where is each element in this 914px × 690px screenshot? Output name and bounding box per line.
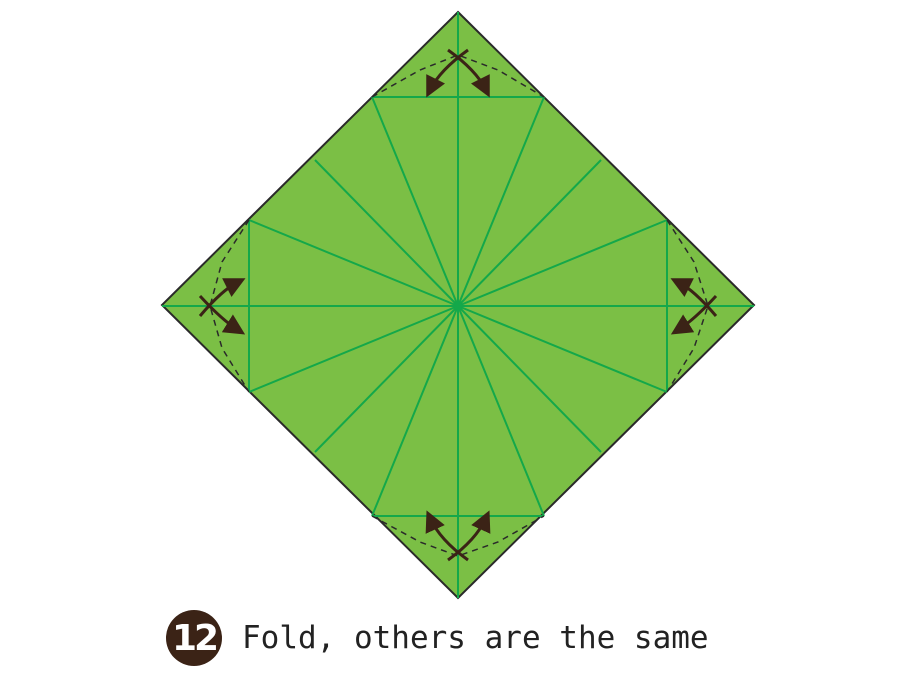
fold-arrow-top-left [426, 48, 469, 98]
fold-arrow-bottom-left [425, 510, 469, 562]
fold-arrow-right-down [670, 294, 718, 335]
fold-arrow-right-up [670, 278, 718, 317]
radial-crease-line [457, 219, 668, 307]
radial-crease-line [457, 159, 602, 307]
fold-arrow-left-up [198, 278, 246, 317]
radial-crease-line [248, 305, 459, 393]
radial-crease-line [457, 96, 545, 307]
radial-crease-line [457, 305, 545, 517]
radial-crease-line [457, 305, 668, 393]
step-number-badge: 12 [166, 610, 222, 666]
radial-crease-line [248, 219, 459, 307]
radial-crease-line [314, 305, 459, 453]
radial-crease-line [371, 305, 459, 517]
radial-crease-line [457, 305, 602, 453]
radial-creases [162, 12, 754, 598]
radial-crease-line [371, 96, 459, 307]
fold-arrow-bottom-right [447, 510, 491, 562]
corner-fold-guides [209, 54, 709, 557]
radial-crease-line [314, 159, 459, 307]
center-point [454, 302, 462, 310]
fold-arrow-top-right [447, 48, 490, 98]
fold-arrows [198, 48, 718, 562]
step-caption: 12 Fold, others are the same [166, 610, 709, 666]
fold-arrow-left-down [198, 294, 246, 335]
step-instruction: Fold, others are the same [242, 620, 709, 656]
